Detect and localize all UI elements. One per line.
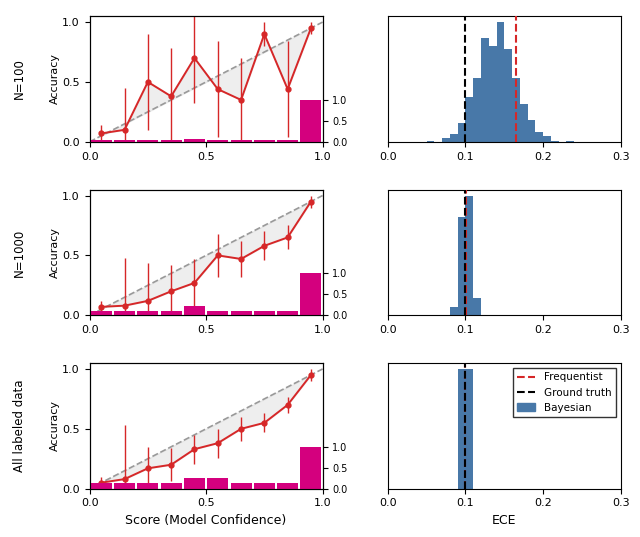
Bar — [536, 132, 543, 142]
Y-axis label: Accuracy: Accuracy — [49, 227, 60, 278]
Bar — [277, 140, 298, 142]
Text: N=1000: N=1000 — [13, 228, 26, 277]
Bar — [520, 104, 527, 142]
Bar — [138, 140, 158, 142]
Bar — [114, 140, 135, 142]
Bar — [207, 310, 228, 315]
Bar — [184, 306, 205, 315]
Bar — [184, 139, 205, 142]
Bar — [300, 447, 321, 489]
Bar — [458, 123, 465, 142]
Bar — [277, 310, 298, 315]
Bar — [300, 100, 321, 142]
Bar — [473, 298, 481, 315]
Bar — [489, 46, 497, 142]
Bar — [465, 97, 473, 142]
Y-axis label: Accuracy: Accuracy — [49, 400, 60, 451]
Bar — [184, 478, 205, 489]
Bar — [114, 483, 135, 489]
Bar — [254, 140, 275, 142]
Bar — [551, 141, 559, 142]
Bar — [427, 141, 435, 142]
Bar — [512, 78, 520, 142]
Bar — [91, 140, 112, 142]
Bar — [91, 483, 112, 489]
Text: N=100: N=100 — [13, 59, 26, 99]
Bar — [465, 195, 473, 315]
Bar — [473, 78, 481, 142]
Text: All labeled data: All labeled data — [13, 380, 26, 472]
Bar — [207, 140, 228, 142]
Bar — [254, 310, 275, 315]
Bar — [161, 140, 182, 142]
Bar — [277, 483, 298, 489]
Bar — [450, 134, 458, 142]
Bar — [207, 478, 228, 489]
X-axis label: Score (Model Confidence): Score (Model Confidence) — [125, 514, 287, 527]
Bar — [481, 38, 489, 142]
Bar — [138, 483, 158, 489]
Bar — [254, 483, 275, 489]
Bar — [442, 139, 450, 142]
Legend: Frequentist, Ground truth, Bayesian: Frequentist, Ground truth, Bayesian — [513, 368, 616, 417]
Bar — [161, 310, 182, 315]
Bar — [527, 120, 536, 142]
Bar — [300, 273, 321, 315]
Bar — [566, 141, 574, 142]
Bar — [458, 217, 465, 315]
Bar — [230, 310, 252, 315]
Bar — [504, 49, 512, 142]
Bar — [497, 22, 504, 142]
Bar — [543, 136, 551, 142]
X-axis label: ECE: ECE — [492, 514, 516, 527]
Bar — [458, 369, 465, 489]
Bar — [230, 483, 252, 489]
Bar — [465, 369, 473, 489]
Bar — [161, 483, 182, 489]
Bar — [450, 307, 458, 315]
Bar — [138, 310, 158, 315]
Bar — [230, 140, 252, 142]
Bar — [91, 310, 112, 315]
Y-axis label: Accuracy: Accuracy — [49, 54, 60, 105]
Bar — [114, 310, 135, 315]
